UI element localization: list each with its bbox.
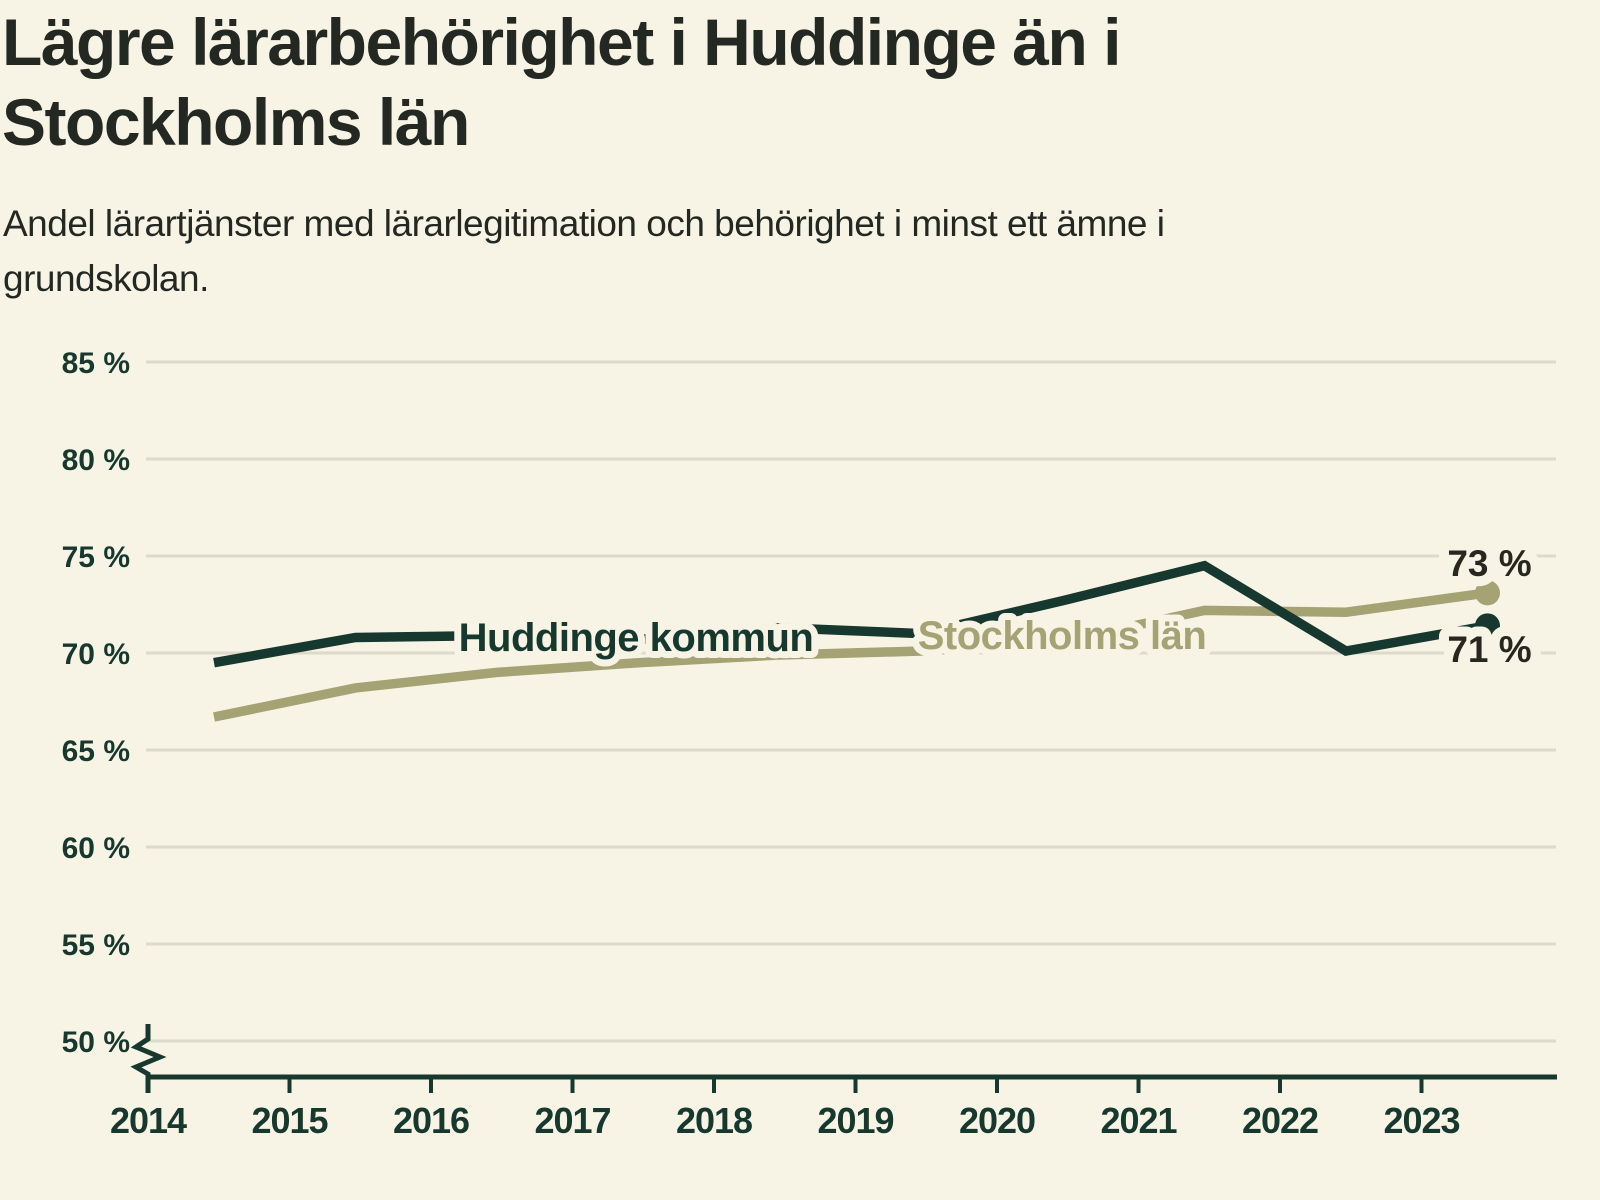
end-value-label-huddinge-kommun: 71 % <box>1447 629 1531 670</box>
x-axis-label: 2020 <box>959 1100 1035 1141</box>
y-axis-label: 85 % <box>62 347 130 380</box>
subtitle-line-2: grundskolan. <box>3 258 209 299</box>
end-dot-stockholms-lan <box>1475 580 1500 606</box>
series-label-huddinge-kommun: Huddinge kommun <box>459 616 814 660</box>
x-axis-label: 2017 <box>534 1100 610 1141</box>
x-axis-label: 2023 <box>1383 1100 1459 1141</box>
x-axis-label: 2015 <box>251 1100 328 1141</box>
y-axis-label: 75 % <box>62 541 130 574</box>
page-subtitle: Andel lärartjänster med lärarlegitimatio… <box>3 196 1563 306</box>
title-line-2: Stockholms län <box>2 85 470 159</box>
series-label-stockholms-lan: Stockholms län <box>918 614 1207 658</box>
end-dot-huddinge-kommun <box>1475 613 1500 639</box>
y-axis-label: 55 % <box>62 929 130 962</box>
x-axis-label: 2014 <box>110 1100 187 1141</box>
x-axis-label: 2016 <box>393 1100 469 1141</box>
y-axis-label: 70 % <box>62 638 130 671</box>
end-value-label-stockholms-lan: 73 % <box>1447 543 1531 584</box>
y-axis-label: 60 % <box>62 832 130 865</box>
series-line-huddinge-kommun <box>213 560 1489 668</box>
x-axis-label: 2019 <box>817 1100 893 1141</box>
title-line-1: Lägre lärarbehörighet i Huddinge än i <box>2 5 1122 79</box>
page-title: Lägre lärarbehörighet i Huddinge än i St… <box>2 2 1502 162</box>
x-axis-label: 2022 <box>1242 1100 1318 1141</box>
y-axis-label: 65 % <box>62 735 130 768</box>
y-axis-label: 80 % <box>62 444 130 477</box>
series-line-stockholms-lan <box>213 588 1489 722</box>
subtitle-line-1: Andel lärartjänster med lärarlegitimatio… <box>3 203 1165 244</box>
y-axis-label: 50 % <box>62 1026 130 1059</box>
x-axis-label: 2021 <box>1100 1100 1177 1141</box>
x-axis-label: 2018 <box>676 1100 752 1141</box>
y-axis-break-icon <box>130 1024 167 1093</box>
